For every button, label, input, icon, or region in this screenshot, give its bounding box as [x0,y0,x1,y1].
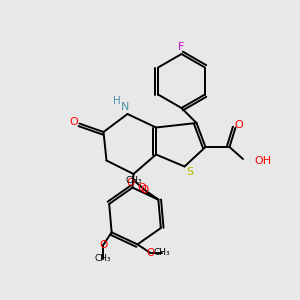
Text: CH₃: CH₃ [125,176,142,185]
Text: O: O [99,240,107,250]
Text: O: O [127,178,135,188]
Text: O: O [70,117,79,127]
Text: N: N [121,102,129,112]
Text: F: F [178,42,185,52]
Text: OH: OH [254,155,272,166]
Text: H: H [113,95,121,106]
Text: S: S [186,167,194,177]
Text: CH₃: CH₃ [95,254,112,263]
Text: O: O [146,248,154,258]
Text: O: O [137,183,146,193]
Text: O: O [141,185,149,195]
Text: O: O [234,119,243,130]
Text: CH₃: CH₃ [154,248,170,257]
